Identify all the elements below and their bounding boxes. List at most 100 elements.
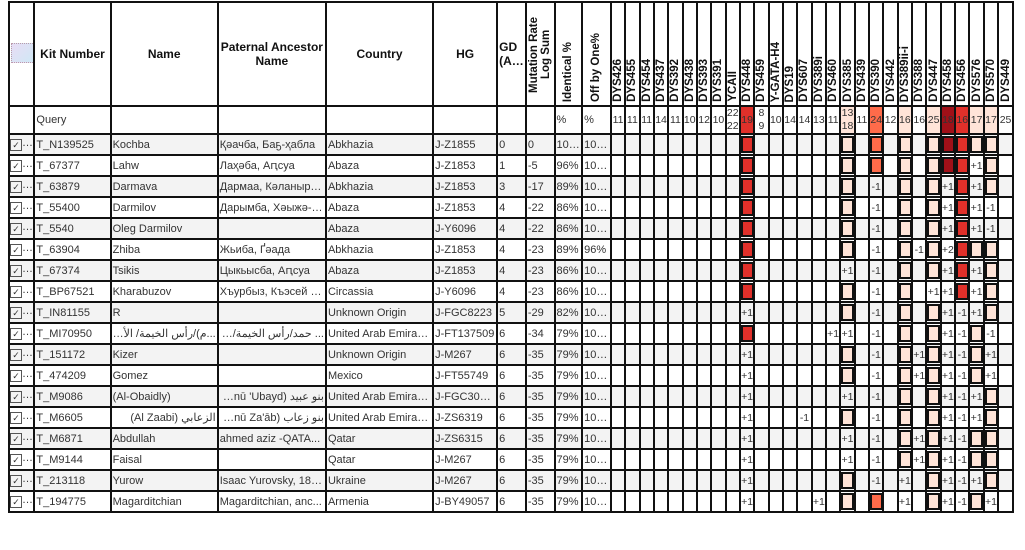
marker-cell-dys607 xyxy=(796,490,813,513)
table-row[interactable]: ✓ 🔍︎ T_213118 Yurow Isaac Yurovsky, 186... Uk… xyxy=(7,469,1014,492)
header-marker-y-gata-h4[interactable]: Y-GATA-H4 xyxy=(767,1,784,107)
cell-kit[interactable]: T_151172 xyxy=(33,343,112,366)
tree-view-header[interactable] xyxy=(7,1,36,107)
table-row[interactable]: ✓ 🔍︎ T_63904 Zhiba Жьиба, Ґәада Abkhazia J-Z18… xyxy=(7,238,1014,261)
header-kit[interactable]: Kit Number xyxy=(33,1,112,107)
cell-kit[interactable]: T_63879 xyxy=(33,175,112,198)
cell-kit[interactable]: T_M9086 xyxy=(33,385,112,408)
header-marker-dys447[interactable]: DYS447 xyxy=(925,1,942,107)
marker-cell-dys392 xyxy=(667,154,684,177)
checkbox-checked-icon[interactable]: ✓ xyxy=(11,348,22,361)
cell-ancestor: Қәачба, Баҕ-ҳабла xyxy=(216,133,327,156)
table-row[interactable]: ✓ 🔍︎ T_BP67521 Kharabuzov Хъурбыз, Къэсей х.… xyxy=(7,280,1014,303)
cell-kit[interactable]: T_194775 xyxy=(33,490,112,513)
checkbox-checked-icon[interactable]: ✓ xyxy=(11,243,22,256)
header-marker-dys442[interactable]: DYS442 xyxy=(882,1,899,107)
cell-kit[interactable]: T_M6871 xyxy=(33,427,112,450)
header-marker-dys576[interactable]: DYS576 xyxy=(968,1,985,107)
table-row[interactable]: ✓🔍︎T_MI70950...م)/رأس الخيمة/ الأمارات..… xyxy=(7,322,1014,345)
checkbox-checked-icon[interactable]: ✓ xyxy=(11,453,22,466)
header-marker-dys458[interactable]: DYS458 xyxy=(939,1,957,107)
cell-kit[interactable]: T_474209 xyxy=(33,364,112,387)
checkbox-checked-icon[interactable]: ✓ xyxy=(11,138,22,151)
table-row[interactable]: ✓ 🔍︎ T_67377 Lahw Лаҳәба, Аԥсуа Abaza J-Z1853 1… xyxy=(7,154,1014,177)
checkbox-checked-icon[interactable]: ✓ xyxy=(11,222,22,235)
cell-kit[interactable]: T_5540 xyxy=(33,217,112,240)
header-marker-dys389ii-i[interactable]: DYS389ii-i xyxy=(896,1,914,107)
checkbox-checked-icon[interactable]: ✓ xyxy=(11,411,22,424)
header-marker-dys570[interactable]: DYS570 xyxy=(982,1,1000,107)
cell-kit[interactable]: T_67377 xyxy=(33,154,112,177)
cell-kit[interactable]: T_BP67521 xyxy=(33,280,112,303)
checkbox-checked-icon[interactable]: ✓ xyxy=(11,327,22,340)
header-marker-dys454[interactable]: DYS454 xyxy=(638,1,655,107)
checkbox-checked-icon[interactable]: ✓ xyxy=(11,390,22,403)
header-gd[interactable]: GD (Abs) xyxy=(496,1,527,107)
header-country[interactable]: Country xyxy=(324,1,435,107)
table-row[interactable]: ✓ 🔍︎ T_67374 Tsikis Цыкьысба, Аԥсуа Abaza J-Z1… xyxy=(7,259,1014,282)
header-marker-dys390[interactable]: DYS390 xyxy=(868,1,885,107)
marker-cell-dys389i: +1 xyxy=(810,490,828,513)
table-row[interactable]: ✓ 🔍︎ T_474209 Gomez Mexico J-FT55749 6 -35 79% 10… xyxy=(7,364,1014,387)
header-off-by-one[interactable]: Off by One% xyxy=(581,1,612,107)
header-marker-dys426[interactable]: DYS426 xyxy=(609,1,627,107)
cell-kit[interactable]: T_M9144 xyxy=(33,448,112,471)
cell-kit[interactable]: T_67374 xyxy=(33,259,112,282)
header-marker-dys459[interactable]: DYS459 xyxy=(753,1,770,107)
checkbox-checked-icon[interactable]: ✓ xyxy=(11,180,22,193)
table-row[interactable]: ✓ 🔍︎ T_M9086 (Al-Obaidly) بنو عبيد (Banū 'Ub… xyxy=(7,385,1014,408)
checkbox-checked-icon[interactable]: ✓ xyxy=(11,201,22,214)
table-row[interactable]: ✓ 🔍︎ T_M6871 Abdullah ahmed aziz -QATA... Qat… xyxy=(7,427,1014,450)
header-marker-dys19[interactable]: DYS19 xyxy=(781,1,799,107)
header-ancestor[interactable]: Paternal Ancestor Name xyxy=(216,1,327,107)
header-identical[interactable]: Identical % xyxy=(553,1,584,107)
table-row[interactable]: ✓ 🔍︎ T_55400 Darmilov Дарымба, Хәыжә-Ду Abaza… xyxy=(7,196,1014,219)
table-row[interactable]: ✓ 🔍︎ T_M9144 Faisal Qatar J-M267 6 -35 79% 100% +1… xyxy=(7,448,1014,471)
header-marker-dys391[interactable]: DYS391 xyxy=(710,1,727,107)
checkbox-checked-icon[interactable]: ✓ xyxy=(11,159,22,172)
tree-diagram-icon[interactable] xyxy=(11,42,33,63)
table-row[interactable]: ✓ 🔍︎ T_5540 Oleg Darmilov Abaza J-Y6096 4 -22 86… xyxy=(7,217,1014,240)
header-name[interactable]: Name xyxy=(109,1,219,107)
header-marker-dys449[interactable]: DYS449 xyxy=(997,1,1014,107)
cell-kit[interactable]: T_IN81155 xyxy=(33,301,112,324)
cell-kit[interactable]: T_N139525 xyxy=(33,133,112,156)
cell-kit[interactable]: T_213118 xyxy=(33,469,112,492)
cell-kit[interactable]: T_63904 xyxy=(33,238,112,261)
checkbox-checked-icon[interactable]: ✓ xyxy=(11,285,22,298)
header-marker-dys438[interactable]: DYS438 xyxy=(681,1,698,107)
header-marker-dys439[interactable]: DYS439 xyxy=(853,1,871,107)
header-marker-dys460[interactable]: DYS460 xyxy=(824,1,842,107)
checkbox-checked-icon[interactable]: ✓ xyxy=(11,369,22,382)
table-row[interactable]: ✓ 🔍︎ T_N139525 Kochba Қәачба, Баҕ-ҳабла Abkha… xyxy=(7,133,1014,156)
header-marker-dys392[interactable]: DYS392 xyxy=(667,1,684,107)
checkbox-checked-icon[interactable]: ✓ xyxy=(11,264,22,277)
marker-cell-dys391 xyxy=(710,259,727,282)
table-row[interactable]: ✓ 🔍︎ T_IN81155 R Unknown Origin J-FGC8223 5 -29… xyxy=(7,301,1014,324)
checkbox-checked-icon[interactable]: ✓ xyxy=(11,474,22,487)
checkbox-checked-icon[interactable]: ✓ xyxy=(11,306,22,319)
header-marker-dys448[interactable]: DYS448 xyxy=(738,1,756,107)
header-marker-dys607[interactable]: DYS607 xyxy=(796,1,813,107)
marker-cell-y-gata-h4 xyxy=(767,133,784,156)
header-mutation-rate[interactable]: Mutation Rate Log Sum xyxy=(524,1,556,107)
checkbox-checked-icon[interactable]: ✓ xyxy=(11,432,22,445)
table-row[interactable]: ✓ 🔍︎ T_63879 Darmava Дармаа, Кәланырхәа Abkha… xyxy=(7,175,1014,198)
match-swatch xyxy=(899,262,911,279)
checkbox-checked-icon[interactable]: ✓ xyxy=(11,495,22,508)
table-row[interactable]: ✓ 🔍︎ T_151172 Kizer Unknown Origin J-M267 6 -35… xyxy=(7,343,1014,366)
table-row[interactable]: ✓ 🔍︎ T_M6605 الزعابي (Al Zaabi) بنو زعاب (Ba… xyxy=(7,406,1014,429)
header-marker-dys393[interactable]: DYS393 xyxy=(695,1,713,107)
header-marker-ycaii[interactable]: YCAII xyxy=(724,1,741,107)
table-row[interactable]: ✓ 🔍︎ T_194775 Magarditchian Magarditchian, a… xyxy=(7,490,1014,513)
cell-kit[interactable]: T_55400 xyxy=(33,196,112,219)
header-marker-dys388[interactable]: DYS388 xyxy=(911,1,928,107)
header-marker-dys385[interactable]: DYS385 xyxy=(839,1,856,107)
header-marker-dys437[interactable]: DYS437 xyxy=(652,1,670,107)
cell-kit[interactable]: T_M6605 xyxy=(33,406,112,429)
header-marker-dys389i[interactable]: DYS389i xyxy=(810,1,828,107)
header-marker-dys456[interactable]: DYS456 xyxy=(954,1,971,107)
header-hg[interactable]: HG xyxy=(432,1,499,107)
cell-kit[interactable]: T_MI70950 xyxy=(33,322,112,345)
header-marker-dys455[interactable]: DYS455 xyxy=(624,1,641,107)
